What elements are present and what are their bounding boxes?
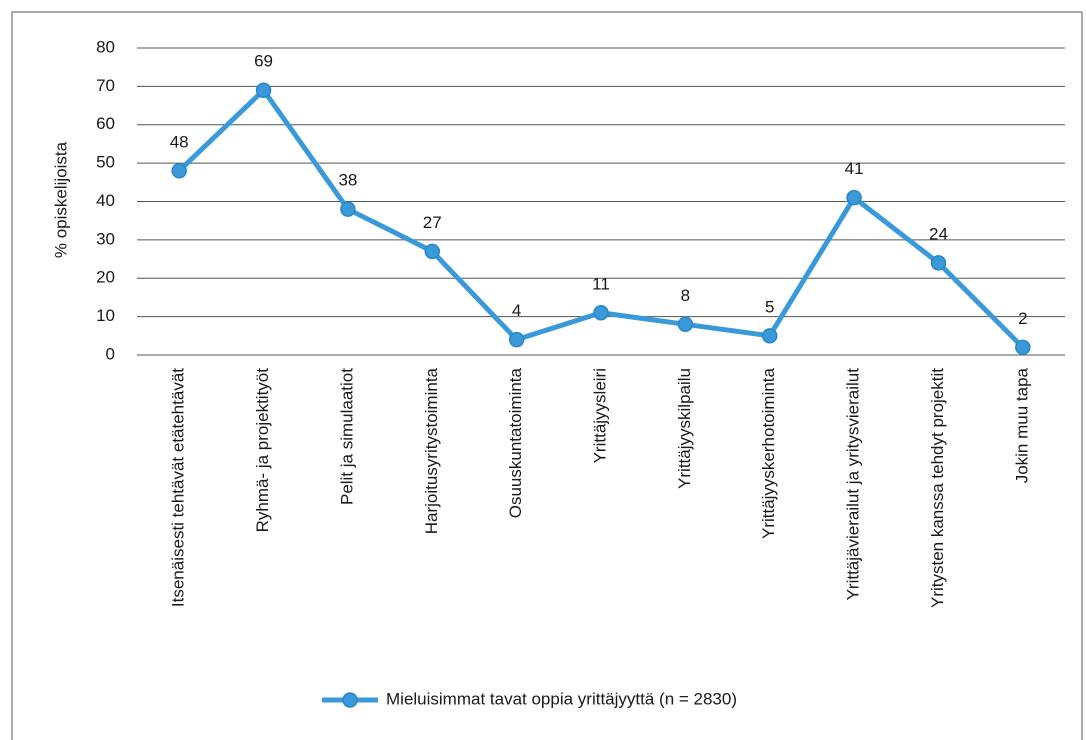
marker [508, 331, 525, 348]
marker [255, 82, 272, 98]
x-tick-label: Yritysten kanssa tehdyt projektit [928, 368, 947, 608]
data-label: 8 [681, 286, 690, 305]
marker [1015, 339, 1031, 356]
data-label: 24 [929, 224, 948, 243]
y-tick-label: 80 [96, 37, 115, 56]
y-tick-label: 40 [96, 191, 115, 210]
data-label: 4 [512, 301, 521, 320]
x-tick-label: Yrittäjyyskerhotoiminta [759, 367, 778, 539]
y-axis-label: % opiskelijoista [51, 141, 70, 258]
data-label: 11 [592, 274, 610, 293]
marker [340, 201, 356, 217]
marker [677, 316, 694, 333]
y-tick-label: 70 [96, 76, 115, 95]
data-label: 38 [338, 171, 357, 190]
y-tick-label: 20 [96, 268, 115, 287]
x-tick-label: Itsenäisesti tehtävät etätehtävät [169, 368, 188, 607]
data-label: 41 [845, 159, 864, 178]
y-tick-label: 0 [106, 344, 115, 363]
marker [593, 305, 609, 321]
x-tick-label: Yrittäjyyskilpailu [675, 368, 694, 489]
data-label: 48 [170, 132, 189, 151]
y-tick-label: 50 [96, 153, 115, 172]
x-tick-label: Harjoitusyritystoiminta [422, 367, 441, 534]
y-tick-label: 10 [96, 306, 115, 325]
marker [171, 163, 187, 179]
data-label: 5 [765, 297, 774, 316]
x-tick-label: Yrittäjävierailut ja yritysvierailut [844, 368, 863, 601]
marker [930, 255, 947, 271]
x-tick-label: Osuuskuntatoiminta [506, 367, 525, 518]
legend-marker [342, 692, 358, 708]
legend-label: Mieluisimmat tavat oppia yrittäjyyttä (n… [386, 689, 737, 708]
x-tick-label: Jokin muu tapa [1012, 367, 1031, 483]
y-tick-label: 30 [96, 229, 115, 248]
x-tick-label: Yrittäjyysleiri [590, 368, 609, 463]
data-label: 2 [1018, 309, 1027, 328]
data-label: 69 [254, 52, 273, 71]
x-tick-label: Ryhmä- ja projektityöt [253, 368, 272, 533]
data-label: 27 [423, 213, 442, 232]
x-tick-label: Pelit ja simulaatiot [337, 368, 356, 505]
y-tick-label: 60 [96, 114, 115, 133]
marker [424, 243, 441, 260]
marker [761, 328, 778, 344]
marker [846, 189, 862, 206]
